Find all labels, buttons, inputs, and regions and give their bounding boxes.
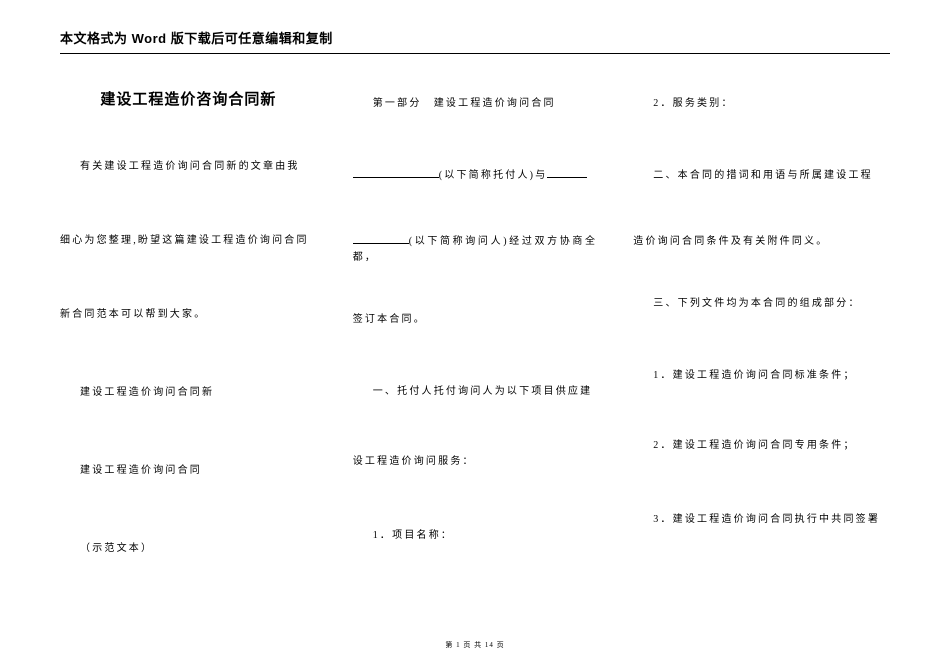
col2-p2-text: (以下简称托付人)与 xyxy=(439,170,548,181)
document-title: 建设工程造价咨询合同新 xyxy=(60,88,317,109)
col3-paragraph-1: 2．服务类别： xyxy=(633,96,890,112)
col1-paragraph-1: 有关建设工程造价询问合同新的文章由我 xyxy=(60,159,317,175)
col2-paragraph-1: 第一部分 建设工程造价询问合同 xyxy=(353,96,598,112)
blank-underline xyxy=(353,169,439,178)
col1-paragraph-3: 新合同范本可以帮到大家。 xyxy=(60,307,317,323)
col2-paragraph-7: 1．项目名称： xyxy=(353,528,598,544)
col3-paragraph-6: 2．建设工程造价询问合同专用条件； xyxy=(633,438,890,454)
col2-paragraph-2: (以下简称托付人)与 xyxy=(353,168,598,184)
col3-paragraph-3: 造价询问合同条件及有关附件同义。 xyxy=(633,234,890,250)
col2-paragraph-6: 设工程造价询问服务： xyxy=(353,454,598,470)
col2-paragraph-5: 一、托付人托付询问人为以下项目供应建 xyxy=(353,384,598,400)
blank-underline xyxy=(353,235,409,244)
column-2: 第一部分 建设工程造价询问合同 (以下简称托付人)与 (以下简称询问人)经过双方… xyxy=(353,88,598,615)
col1-paragraph-2: 细心为您整理,盼望这篇建设工程造价询问合同 xyxy=(60,233,317,249)
col3-paragraph-7: 3．建设工程造价询问合同执行中共同签署 xyxy=(633,512,890,528)
blank-underline xyxy=(547,169,587,178)
document-page: 本文格式为 Word 版下载后可任意编辑和复制 建设工程造价咨询合同新 有关建设… xyxy=(0,0,950,615)
col3-paragraph-5: 1．建设工程造价询问合同标准条件； xyxy=(633,368,890,384)
page-footer: 第 1 页 共 14 页 xyxy=(0,640,950,650)
col3-paragraph-4: 三、下列文件均为本合同的组成部分： xyxy=(633,296,890,312)
header-notice: 本文格式为 Word 版下载后可任意编辑和复制 xyxy=(60,28,890,54)
column-3: 2．服务类别： 二、本合同的措词和用语与所属建设工程 造价询问合同条件及有关附件… xyxy=(633,88,890,615)
col2-paragraph-4: 签订本合同。 xyxy=(353,312,598,328)
col1-paragraph-4: 建设工程造价询问合同新 xyxy=(60,385,317,401)
col2-paragraph-3: (以下简称询问人)经过双方协商全都， xyxy=(353,234,598,266)
three-column-layout: 建设工程造价咨询合同新 有关建设工程造价询问合同新的文章由我 细心为您整理,盼望… xyxy=(60,88,890,615)
column-1: 建设工程造价咨询合同新 有关建设工程造价询问合同新的文章由我 细心为您整理,盼望… xyxy=(60,88,317,615)
col1-paragraph-5: 建设工程造价询问合同 xyxy=(60,463,317,479)
col3-paragraph-2: 二、本合同的措词和用语与所属建设工程 xyxy=(633,168,890,184)
col1-paragraph-6: （示范文本） xyxy=(60,541,317,557)
